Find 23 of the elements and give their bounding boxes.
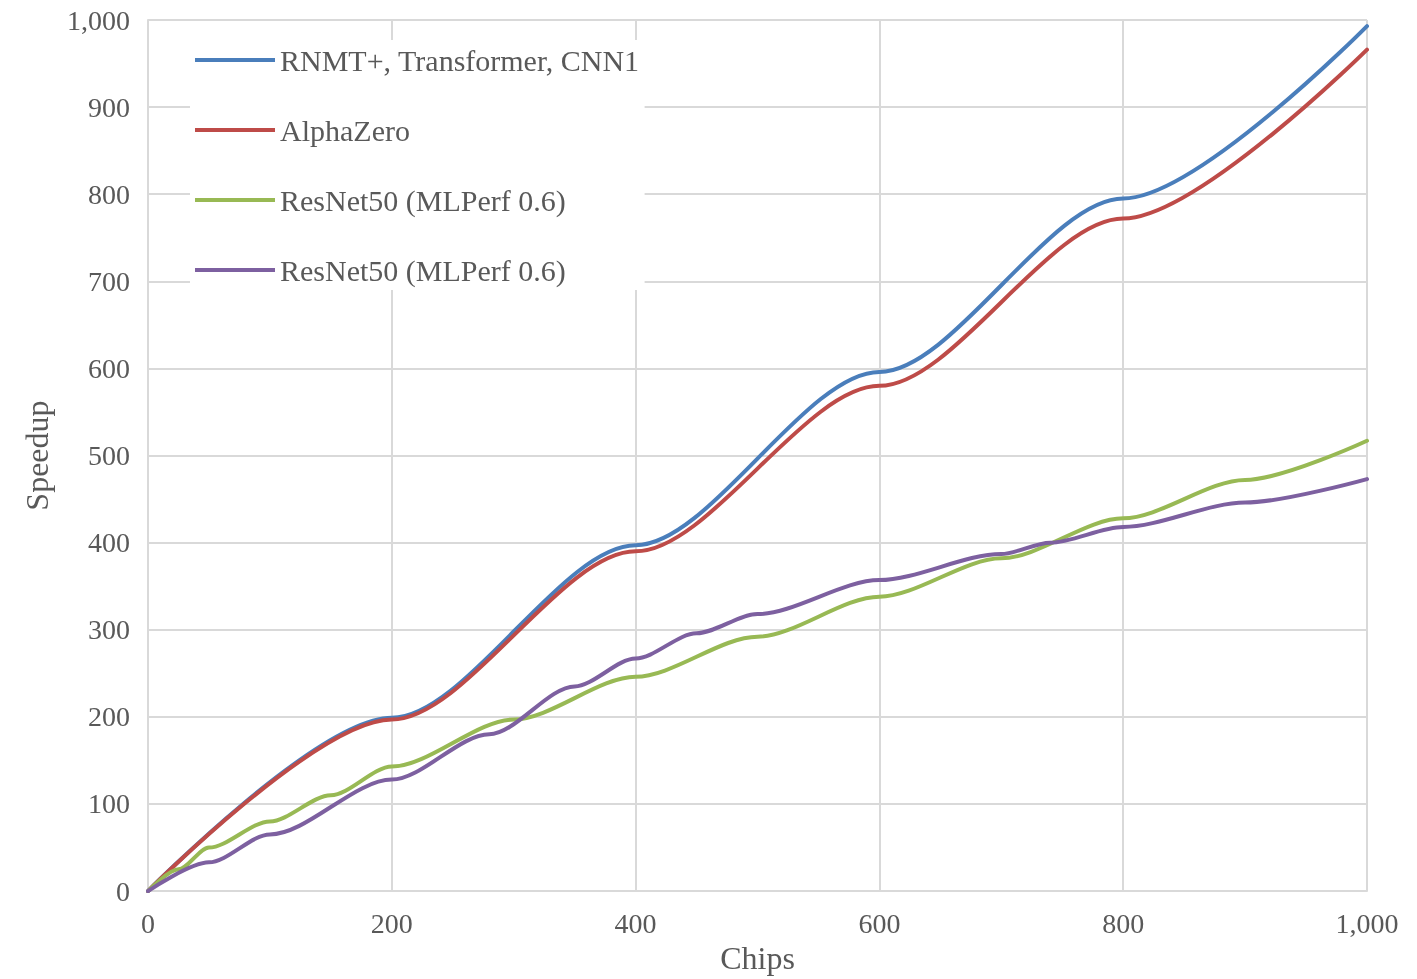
- y-tick-label: 500: [88, 440, 130, 472]
- x-tick-label: 0: [141, 907, 155, 939]
- legend-label: AlphaZero: [280, 113, 410, 147]
- y-tick-label: 1,000: [67, 4, 130, 36]
- legend-label: RNMT+, Transformer, CNN1: [280, 43, 640, 77]
- y-tick-label: 900: [88, 91, 130, 123]
- y-tick-label: 600: [88, 352, 130, 384]
- y-tick-label: 100: [88, 788, 130, 820]
- y-tick-label: 400: [88, 527, 130, 559]
- y-tick-label: 800: [88, 178, 130, 210]
- y-tick-label: 200: [88, 701, 130, 733]
- x-tick-label: 400: [614, 907, 657, 939]
- y-tick-label: 700: [88, 265, 130, 297]
- legend-label: ResNet50 (MLPerf 0.6): [280, 183, 566, 218]
- x-tick-label: 600: [858, 907, 901, 939]
- legend-label: ResNet50 (MLPerf 0.6): [280, 253, 574, 288]
- y-tick-label: 300: [88, 614, 130, 646]
- x-tick-label: 1,000: [1335, 907, 1399, 939]
- y-axis-title: Speedup: [19, 400, 55, 511]
- y-tick-label: 0: [116, 875, 130, 907]
- x-tick-label: 200: [370, 907, 413, 939]
- x-tick-label: 800: [1102, 907, 1145, 939]
- x-axis-title: Chips: [720, 940, 795, 976]
